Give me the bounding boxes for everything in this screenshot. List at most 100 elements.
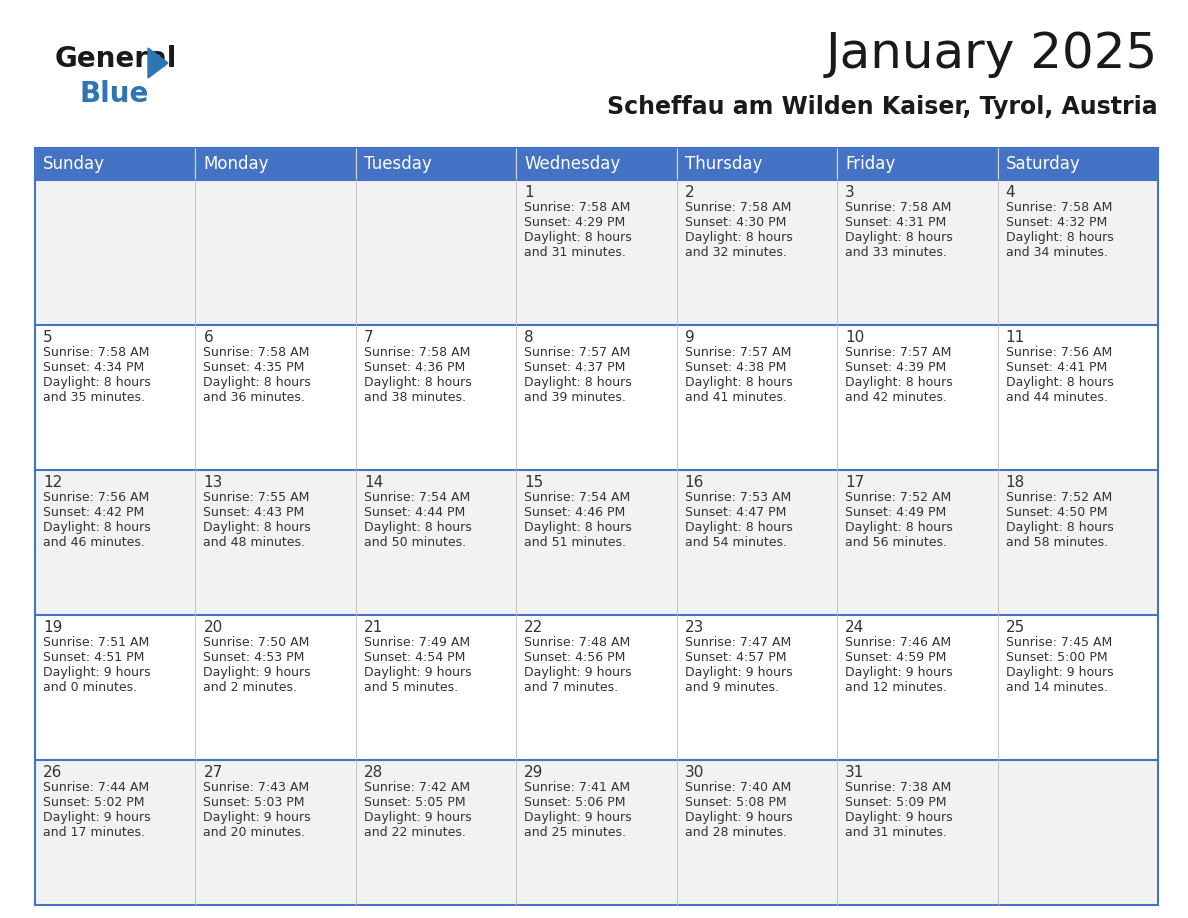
Text: Sunrise: 7:52 AM: Sunrise: 7:52 AM	[1005, 491, 1112, 504]
Text: Sunrise: 7:55 AM: Sunrise: 7:55 AM	[203, 491, 310, 504]
Polygon shape	[148, 48, 168, 78]
Text: Sunset: 5:09 PM: Sunset: 5:09 PM	[845, 796, 947, 810]
Text: 28: 28	[364, 765, 383, 780]
Text: 17: 17	[845, 475, 865, 490]
Bar	[196, 180, 356, 325]
Bar	[34, 470, 196, 615]
Text: Sunset: 4:38 PM: Sunset: 4:38 PM	[684, 362, 786, 375]
Bar	[998, 760, 1158, 905]
Bar	[196, 148, 356, 180]
Text: Sunrise: 7:52 AM: Sunrise: 7:52 AM	[845, 491, 952, 504]
Text: Sunset: 4:44 PM: Sunset: 4:44 PM	[364, 507, 466, 520]
Text: 29: 29	[524, 765, 544, 780]
Text: Daylight: 8 hours: Daylight: 8 hours	[364, 521, 472, 534]
Text: and 28 minutes.: and 28 minutes.	[684, 826, 786, 839]
Text: and 34 minutes.: and 34 minutes.	[1005, 246, 1107, 259]
Text: Sunrise: 7:56 AM: Sunrise: 7:56 AM	[43, 491, 150, 504]
Text: Sunrise: 7:46 AM: Sunrise: 7:46 AM	[845, 636, 952, 649]
Bar	[356, 148, 517, 180]
Text: Sunrise: 7:48 AM: Sunrise: 7:48 AM	[524, 636, 631, 649]
Text: Sunset: 4:32 PM: Sunset: 4:32 PM	[1005, 217, 1107, 230]
Text: and 22 minutes.: and 22 minutes.	[364, 826, 466, 839]
Text: Daylight: 8 hours: Daylight: 8 hours	[845, 521, 953, 534]
Text: Wednesday: Wednesday	[524, 155, 620, 173]
Text: and 48 minutes.: and 48 minutes.	[203, 536, 305, 549]
Text: Sunrise: 7:56 AM: Sunrise: 7:56 AM	[1005, 346, 1112, 359]
Bar	[677, 180, 838, 325]
Bar	[196, 470, 356, 615]
Bar	[517, 470, 677, 615]
Text: Daylight: 8 hours: Daylight: 8 hours	[524, 231, 632, 244]
Text: Sunset: 4:54 PM: Sunset: 4:54 PM	[364, 651, 466, 665]
Text: Sunday: Sunday	[43, 155, 105, 173]
Text: 5: 5	[43, 330, 52, 345]
Text: 6: 6	[203, 330, 213, 345]
Text: 18: 18	[1005, 475, 1025, 490]
Text: Saturday: Saturday	[1005, 155, 1080, 173]
Text: January 2025: January 2025	[826, 30, 1158, 78]
Text: and 31 minutes.: and 31 minutes.	[845, 826, 947, 839]
Text: Sunrise: 7:44 AM: Sunrise: 7:44 AM	[43, 781, 150, 794]
Text: Daylight: 8 hours: Daylight: 8 hours	[684, 376, 792, 389]
Bar	[838, 148, 998, 180]
Text: and 54 minutes.: and 54 minutes.	[684, 536, 786, 549]
Bar	[34, 180, 196, 325]
Text: Daylight: 9 hours: Daylight: 9 hours	[43, 812, 151, 824]
Text: Sunset: 4:41 PM: Sunset: 4:41 PM	[1005, 362, 1107, 375]
Text: Sunrise: 7:58 AM: Sunrise: 7:58 AM	[684, 201, 791, 214]
Text: Sunset: 4:59 PM: Sunset: 4:59 PM	[845, 651, 947, 665]
Text: Sunset: 4:51 PM: Sunset: 4:51 PM	[43, 651, 145, 665]
Text: and 17 minutes.: and 17 minutes.	[43, 826, 145, 839]
Text: and 39 minutes.: and 39 minutes.	[524, 391, 626, 404]
Bar	[998, 180, 1158, 325]
Bar	[356, 470, 517, 615]
Text: Sunrise: 7:47 AM: Sunrise: 7:47 AM	[684, 636, 791, 649]
Text: Daylight: 9 hours: Daylight: 9 hours	[684, 812, 792, 824]
Bar	[34, 325, 196, 470]
Text: Blue: Blue	[80, 80, 150, 108]
Text: Daylight: 8 hours: Daylight: 8 hours	[845, 231, 953, 244]
Text: Sunset: 5:00 PM: Sunset: 5:00 PM	[1005, 651, 1107, 665]
Text: Sunrise: 7:57 AM: Sunrise: 7:57 AM	[684, 346, 791, 359]
Text: and 32 minutes.: and 32 minutes.	[684, 246, 786, 259]
Bar	[838, 180, 998, 325]
Text: 22: 22	[524, 620, 544, 635]
Text: Friday: Friday	[845, 155, 896, 173]
Bar	[677, 148, 838, 180]
Text: Daylight: 9 hours: Daylight: 9 hours	[364, 666, 472, 679]
Text: Monday: Monday	[203, 155, 268, 173]
Text: and 42 minutes.: and 42 minutes.	[845, 391, 947, 404]
Text: and 9 minutes.: and 9 minutes.	[684, 681, 778, 694]
Bar	[998, 615, 1158, 760]
Text: Sunset: 4:53 PM: Sunset: 4:53 PM	[203, 651, 305, 665]
Text: and 46 minutes.: and 46 minutes.	[43, 536, 145, 549]
Text: and 12 minutes.: and 12 minutes.	[845, 681, 947, 694]
Text: Sunset: 4:43 PM: Sunset: 4:43 PM	[203, 507, 304, 520]
Bar	[356, 180, 517, 325]
Text: Sunset: 4:50 PM: Sunset: 4:50 PM	[1005, 507, 1107, 520]
Text: Daylight: 8 hours: Daylight: 8 hours	[43, 521, 151, 534]
Text: Daylight: 9 hours: Daylight: 9 hours	[845, 812, 953, 824]
Text: Sunset: 4:47 PM: Sunset: 4:47 PM	[684, 507, 786, 520]
Bar	[677, 325, 838, 470]
Bar	[517, 760, 677, 905]
Text: Sunrise: 7:57 AM: Sunrise: 7:57 AM	[524, 346, 631, 359]
Bar	[838, 325, 998, 470]
Text: 14: 14	[364, 475, 383, 490]
Bar	[677, 760, 838, 905]
Text: and 5 minutes.: and 5 minutes.	[364, 681, 459, 694]
Text: 7: 7	[364, 330, 373, 345]
Text: Daylight: 8 hours: Daylight: 8 hours	[845, 376, 953, 389]
Bar	[34, 615, 196, 760]
Text: Daylight: 9 hours: Daylight: 9 hours	[364, 812, 472, 824]
Text: and 36 minutes.: and 36 minutes.	[203, 391, 305, 404]
Text: Daylight: 8 hours: Daylight: 8 hours	[43, 376, 151, 389]
Text: Daylight: 9 hours: Daylight: 9 hours	[1005, 666, 1113, 679]
Text: Daylight: 8 hours: Daylight: 8 hours	[1005, 521, 1113, 534]
Text: 26: 26	[43, 765, 63, 780]
Bar	[517, 148, 677, 180]
Text: 9: 9	[684, 330, 695, 345]
Text: and 33 minutes.: and 33 minutes.	[845, 246, 947, 259]
Text: Sunrise: 7:57 AM: Sunrise: 7:57 AM	[845, 346, 952, 359]
Bar	[838, 760, 998, 905]
